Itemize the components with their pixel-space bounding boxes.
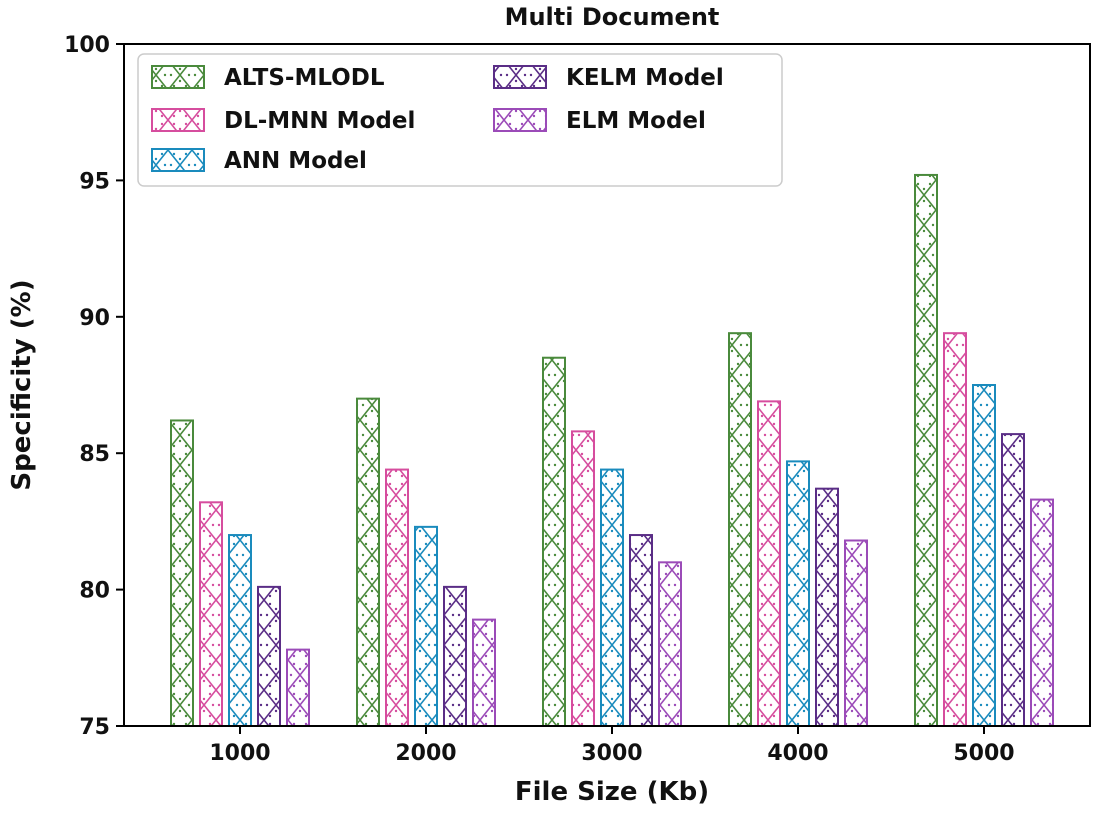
bar-ann-model-5000 — [972, 384, 996, 727]
legend: ALTS-MLODL DL-MNN Model ANN Model KELM Mode… — [137, 53, 783, 187]
legend-swatch — [151, 148, 205, 172]
bar-dl-mnn-model-5000 — [943, 332, 967, 727]
plot-frame — [123, 43, 1091, 727]
bar-alts-mlodl-4000 — [728, 332, 752, 727]
y-tick-label: 95 — [79, 169, 110, 194]
legend-label: ANN Model — [224, 148, 367, 174]
x-tick-label: 2000 — [395, 741, 456, 766]
legend-label: ELM Model — [566, 108, 706, 134]
x-tick-label: 1000 — [209, 741, 270, 766]
legend-label: KELM Model — [566, 65, 724, 91]
bar-alts-mlodl-3000 — [542, 356, 566, 727]
bar-elm-model-3000 — [658, 561, 682, 727]
bar-kelm-model-1000 — [257, 585, 281, 728]
y-tick-label: 75 — [79, 715, 110, 740]
legend-swatch — [493, 108, 547, 132]
bar-dl-mnn-model-2000 — [385, 468, 409, 727]
y-tick-label: 80 — [79, 579, 110, 604]
x-tick-label: 5000 — [953, 741, 1014, 766]
bar-elm-model-1000 — [286, 648, 310, 728]
legend-swatch — [151, 108, 205, 132]
legend-label: ALTS-MLODL — [224, 65, 385, 91]
bar-alts-mlodl-5000 — [914, 173, 938, 728]
bar-dl-mnn-model-1000 — [199, 501, 223, 727]
bar-elm-model-5000 — [1030, 498, 1054, 727]
bar-kelm-model-2000 — [443, 585, 467, 728]
bar-alts-mlodl-1000 — [170, 419, 194, 727]
x-axis: 1000 2000 3000 4000 5000 — [209, 726, 1015, 766]
bar-elm-model-4000 — [844, 539, 868, 727]
bar-dl-mnn-model-3000 — [571, 430, 595, 727]
legend-label: DL-MNN Model — [224, 108, 415, 134]
legend-box — [137, 53, 783, 187]
y-axis-label: Specificity (%) — [7, 279, 37, 490]
bar-elm-model-2000 — [472, 618, 496, 727]
bar-dl-mnn-model-4000 — [757, 400, 781, 727]
bar-kelm-model-5000 — [1001, 433, 1025, 727]
legend-swatch — [151, 65, 205, 89]
legend-swatch — [493, 65, 547, 89]
bar-ann-model-1000 — [228, 534, 252, 727]
y-tick-label: 85 — [79, 442, 110, 467]
bar-alts-mlodl-2000 — [356, 397, 380, 727]
y-tick-label: 90 — [79, 306, 110, 331]
x-axis-label: File Size (Kb) — [515, 777, 709, 807]
y-axis: 75 80 85 90 95 100 — [64, 33, 124, 740]
bar-kelm-model-3000 — [629, 534, 653, 727]
bar-ann-model-2000 — [414, 525, 438, 728]
y-tick-label: 100 — [64, 33, 110, 58]
chart-title: Multi Document — [505, 3, 720, 31]
bars — [170, 173, 1054, 728]
bar-kelm-model-4000 — [815, 487, 839, 727]
bar-ann-model-4000 — [786, 460, 810, 727]
bar-ann-model-3000 — [600, 468, 624, 727]
x-tick-label: 4000 — [767, 741, 828, 766]
x-tick-label: 3000 — [581, 741, 642, 766]
